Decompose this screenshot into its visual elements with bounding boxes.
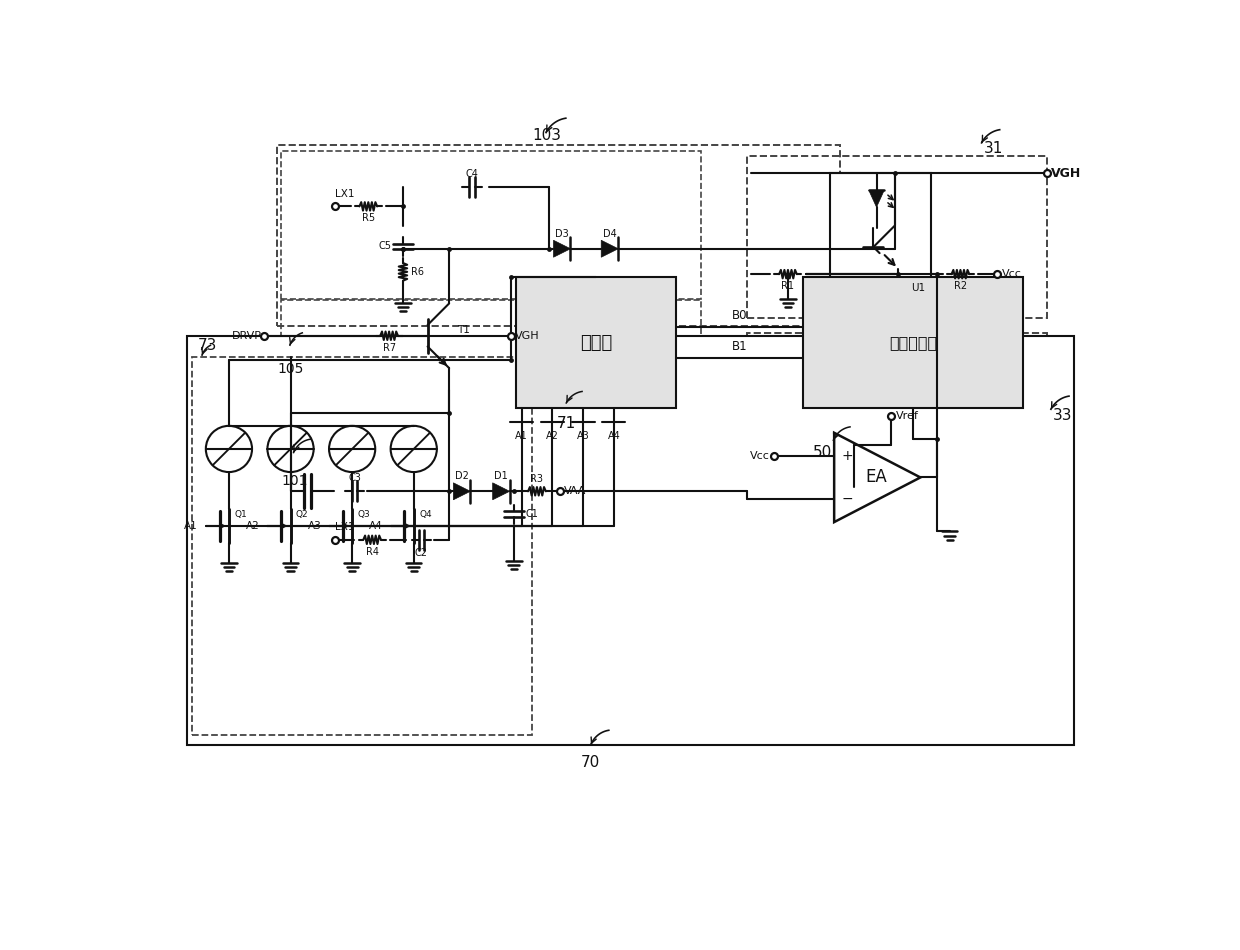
Text: R4: R4 — [366, 547, 378, 557]
Text: LX1: LX1 — [335, 522, 355, 532]
Polygon shape — [454, 483, 470, 500]
Text: A2: A2 — [546, 431, 559, 441]
Text: A4: A4 — [608, 431, 620, 441]
Text: 71: 71 — [557, 416, 575, 431]
Text: C5: C5 — [378, 241, 392, 252]
Text: A4: A4 — [370, 521, 383, 531]
Text: T1: T1 — [456, 325, 470, 334]
Text: D2: D2 — [455, 471, 469, 482]
Text: R7: R7 — [382, 343, 396, 352]
Text: C2: C2 — [415, 548, 428, 559]
Text: 31: 31 — [983, 142, 1003, 156]
Text: Vcc: Vcc — [1002, 269, 1022, 279]
Text: 33: 33 — [1053, 408, 1073, 424]
Text: C1: C1 — [526, 509, 538, 520]
Polygon shape — [492, 483, 510, 500]
Text: D3: D3 — [556, 229, 569, 238]
Text: 101: 101 — [281, 474, 308, 488]
Text: VGH: VGH — [1052, 167, 1081, 180]
Text: D1: D1 — [495, 471, 508, 482]
Text: Q3: Q3 — [357, 510, 371, 519]
Text: Vref: Vref — [895, 410, 919, 421]
Text: R6: R6 — [410, 267, 424, 276]
Text: A3: A3 — [308, 521, 321, 531]
Text: R3: R3 — [531, 474, 543, 484]
Polygon shape — [553, 240, 570, 257]
FancyBboxPatch shape — [187, 335, 1074, 746]
Text: +: + — [842, 449, 853, 463]
Text: B1: B1 — [732, 340, 748, 353]
FancyBboxPatch shape — [830, 173, 931, 300]
Text: 105: 105 — [278, 362, 304, 376]
Text: 调节器: 调节器 — [580, 333, 613, 352]
Text: EA: EA — [866, 468, 888, 486]
Text: A1: A1 — [515, 431, 528, 441]
Text: LX1: LX1 — [335, 189, 355, 200]
Text: −: − — [842, 492, 853, 506]
Text: R1: R1 — [781, 281, 795, 291]
Text: Q4: Q4 — [419, 510, 432, 519]
Text: Vcc: Vcc — [750, 451, 770, 461]
Polygon shape — [869, 190, 884, 207]
Text: A2: A2 — [246, 521, 259, 531]
Polygon shape — [601, 240, 619, 257]
Text: A1: A1 — [185, 521, 198, 531]
Text: R5: R5 — [362, 214, 374, 223]
Text: B0: B0 — [732, 309, 748, 322]
Text: R2: R2 — [954, 281, 967, 291]
Text: 50: 50 — [813, 446, 832, 461]
Text: VAA: VAA — [564, 486, 587, 496]
Text: 时序控制器: 时序控制器 — [889, 335, 937, 351]
Text: 73: 73 — [198, 337, 217, 352]
Text: Q2: Q2 — [296, 510, 309, 519]
Text: U1: U1 — [911, 283, 925, 293]
Text: D4: D4 — [603, 229, 616, 238]
Text: C4: C4 — [466, 169, 479, 179]
Text: DRVP: DRVP — [232, 331, 262, 341]
Text: VGH: VGH — [515, 331, 539, 341]
FancyBboxPatch shape — [516, 277, 676, 408]
Text: 103: 103 — [532, 128, 562, 143]
Text: Q1: Q1 — [234, 510, 247, 519]
Text: 70: 70 — [582, 755, 600, 770]
Text: A3: A3 — [577, 431, 589, 441]
Text: C3: C3 — [348, 473, 361, 483]
FancyBboxPatch shape — [804, 277, 1023, 408]
